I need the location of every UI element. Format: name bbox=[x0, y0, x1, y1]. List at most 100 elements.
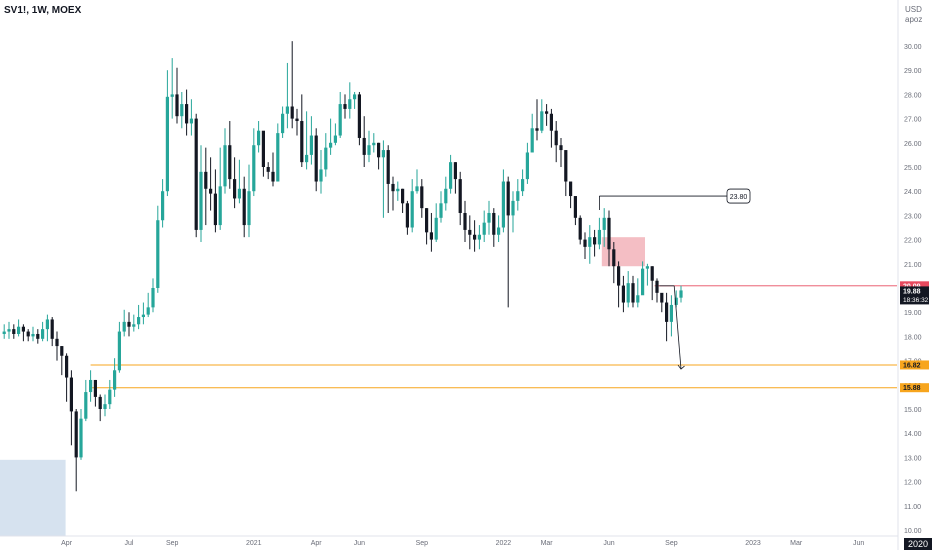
candle bbox=[468, 215, 472, 250]
candle-body bbox=[69, 377, 73, 412]
candle-body bbox=[276, 133, 280, 182]
candle bbox=[516, 179, 520, 211]
candle-body bbox=[281, 113, 285, 134]
candle bbox=[333, 123, 337, 146]
time-axis-tick-label: Mar bbox=[790, 540, 803, 547]
candle bbox=[89, 370, 93, 402]
candle bbox=[45, 314, 49, 342]
candle bbox=[237, 159, 241, 204]
candle bbox=[137, 304, 141, 330]
candle-body bbox=[93, 379, 97, 397]
target-callout-label: 23.80 bbox=[730, 194, 748, 201]
candle bbox=[607, 210, 611, 267]
candle bbox=[12, 324, 16, 339]
candle-body bbox=[636, 295, 640, 303]
candle-body bbox=[554, 130, 558, 146]
candle-body bbox=[607, 217, 611, 250]
support-upper-price-badge: 16.82 bbox=[900, 360, 929, 370]
candle bbox=[645, 263, 649, 286]
candle-body bbox=[161, 191, 165, 221]
candle bbox=[309, 116, 313, 165]
time-axis-tick-label: 2021 bbox=[246, 540, 262, 547]
currency-code: USD bbox=[905, 5, 922, 14]
candle-body bbox=[665, 302, 669, 322]
candle-body bbox=[482, 222, 486, 235]
candle bbox=[17, 319, 21, 337]
candle-body bbox=[492, 212, 496, 235]
candle bbox=[377, 142, 381, 170]
candle bbox=[439, 191, 443, 223]
candle-body bbox=[151, 288, 155, 308]
candle bbox=[252, 128, 256, 197]
candle-body bbox=[257, 130, 261, 146]
candle bbox=[314, 128, 318, 192]
candle bbox=[583, 232, 587, 259]
candle bbox=[242, 176, 246, 238]
candle-body bbox=[108, 389, 112, 405]
candle bbox=[194, 113, 198, 238]
candle-body bbox=[573, 196, 577, 218]
candle bbox=[492, 208, 496, 247]
candle-body bbox=[319, 169, 323, 182]
candle bbox=[60, 346, 64, 376]
candle-body bbox=[12, 329, 16, 334]
current-price-badge-value: 19.88 bbox=[903, 288, 921, 295]
candle-body bbox=[103, 404, 107, 409]
candle bbox=[218, 147, 222, 230]
candle-body bbox=[314, 135, 318, 182]
candle bbox=[343, 94, 347, 119]
candle-body bbox=[247, 191, 251, 226]
candle-body bbox=[396, 188, 400, 192]
candle bbox=[444, 176, 448, 211]
candle-body bbox=[401, 188, 405, 204]
candle bbox=[362, 116, 366, 167]
candle-body bbox=[189, 118, 193, 124]
candle-body bbox=[626, 283, 630, 303]
candle bbox=[261, 130, 265, 177]
candle bbox=[636, 278, 640, 308]
candle-body bbox=[31, 333, 35, 337]
candle-body bbox=[377, 142, 381, 158]
candle-body bbox=[381, 150, 385, 158]
candle bbox=[535, 99, 539, 141]
drawing-layer: 23.80 bbox=[599, 188, 751, 370]
candle bbox=[453, 162, 457, 194]
candle-body bbox=[324, 147, 328, 170]
price-axis-tick-label: 10.00 bbox=[904, 528, 922, 535]
candle bbox=[593, 229, 597, 257]
candle-body bbox=[127, 321, 131, 327]
candle bbox=[300, 94, 304, 167]
candle bbox=[324, 133, 328, 177]
time-axis-tick-label: Mar bbox=[541, 540, 554, 547]
candle-body bbox=[41, 329, 45, 339]
candle-body bbox=[444, 188, 448, 204]
candle-body bbox=[477, 234, 481, 240]
lines-layer bbox=[90, 285, 897, 389]
candle bbox=[161, 179, 165, 228]
candle bbox=[612, 242, 616, 284]
support-lower-price-badge-value: 15.88 bbox=[903, 385, 921, 392]
candle bbox=[521, 169, 525, 197]
candle bbox=[74, 409, 78, 492]
price-axis-tick-label: 19.00 bbox=[904, 310, 922, 317]
symbol-label[interactable]: SV1!, 1W, MOEX bbox=[4, 5, 82, 16]
candle-body bbox=[146, 307, 150, 315]
candle bbox=[165, 70, 169, 197]
candle-body bbox=[309, 135, 313, 155]
time-axis[interactable]: Apr Jul Sep 2021 Apr Jun Sep 2022 Mar Jun Sep 2023 M… bbox=[61, 540, 864, 547]
candle bbox=[271, 152, 275, 187]
candle bbox=[569, 181, 573, 209]
candle bbox=[156, 205, 160, 293]
candle-body bbox=[487, 212, 491, 223]
candle-body bbox=[501, 181, 505, 228]
candle bbox=[477, 225, 481, 250]
candle bbox=[357, 91, 361, 146]
candle bbox=[578, 215, 582, 245]
candle-body bbox=[84, 392, 88, 419]
candle bbox=[127, 312, 131, 337]
candle-body bbox=[660, 292, 664, 303]
candle bbox=[353, 91, 357, 109]
